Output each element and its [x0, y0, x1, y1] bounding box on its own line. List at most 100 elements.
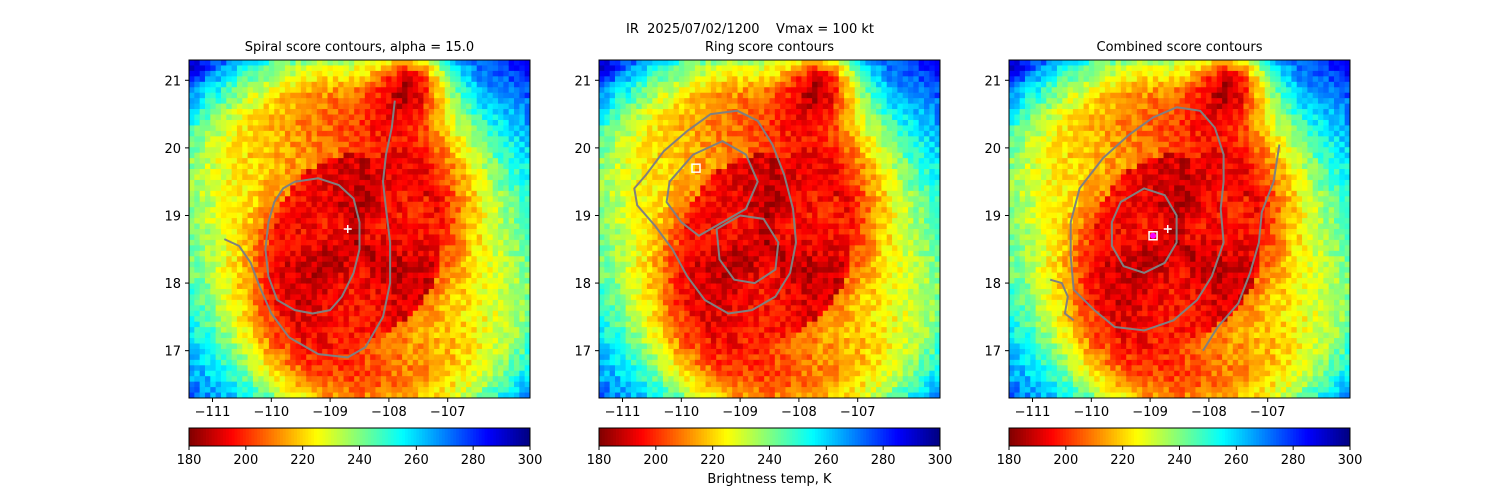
heatmap-cell [610, 371, 616, 377]
heatmap-cell [439, 120, 445, 126]
heatmap-cell [232, 234, 238, 240]
heatmap-cell [477, 376, 483, 382]
heatmap-cell [280, 360, 286, 366]
heatmap-cell [360, 115, 366, 121]
heatmap-cell [668, 153, 674, 159]
heatmap-cell [210, 142, 216, 148]
heatmap-cell [232, 82, 238, 88]
heatmap-cell [610, 104, 616, 110]
heatmap-cell [498, 196, 504, 202]
heatmap-cell [503, 278, 509, 284]
heatmap-cell [620, 82, 626, 88]
heatmap-cell [312, 376, 318, 382]
heatmap-cell [344, 365, 350, 371]
heatmap-cell [402, 93, 408, 99]
heatmap-cell [615, 142, 621, 148]
heatmap-cell [375, 333, 381, 339]
heatmap-cell [338, 311, 344, 317]
heatmap-cell [455, 354, 461, 360]
heatmap-cell [466, 202, 472, 208]
heatmap-cell [652, 376, 658, 382]
heatmap-cell [375, 240, 381, 246]
heatmap-cell [450, 251, 456, 257]
heatmap-cell [407, 256, 413, 262]
heatmap-cell [642, 76, 648, 82]
heatmap-cell [312, 354, 318, 360]
heatmap-cell [445, 131, 451, 137]
heatmap-cell [402, 98, 408, 104]
heatmap-cell [290, 60, 296, 66]
heatmap-cell [210, 338, 216, 344]
heatmap-cell [205, 300, 211, 306]
colorbar-swatch [485, 428, 488, 446]
heatmap-cell [663, 284, 669, 290]
heatmap-cell [487, 360, 493, 366]
heatmap-cell [455, 180, 461, 186]
heatmap-cell [455, 316, 461, 322]
heatmap-cell [189, 207, 195, 213]
heatmap-cell [328, 82, 334, 88]
heatmap-cell [631, 376, 637, 382]
heatmap-cell [482, 180, 488, 186]
heatmap-cell [610, 387, 616, 393]
heatmap-cell [503, 371, 509, 377]
heatmap-cell [301, 60, 307, 66]
heatmap-cell [205, 360, 211, 366]
heatmap-cell [280, 289, 286, 295]
heatmap-cell [450, 180, 456, 186]
heatmap-cell [317, 147, 323, 153]
heatmap-cell [509, 311, 515, 317]
heatmap-cell [344, 327, 350, 333]
heatmap-cell [626, 224, 632, 230]
heatmap-cell [482, 224, 488, 230]
heatmap-cell [445, 104, 451, 110]
heatmap-cell [333, 349, 339, 355]
heatmap-cell [445, 251, 451, 257]
heatmap-cell [418, 191, 424, 197]
heatmap-cell [429, 207, 435, 213]
heatmap-cell [514, 213, 520, 219]
heatmap-cell [663, 224, 669, 230]
heatmap-cell [631, 240, 637, 246]
heatmap-cell [471, 98, 477, 104]
heatmap-cell [349, 125, 355, 131]
heatmap-cell [189, 202, 195, 208]
heatmap-cell [477, 147, 483, 153]
heatmap-cell [205, 305, 211, 311]
heatmap-cell [194, 240, 200, 246]
heatmap-cell [205, 191, 211, 197]
heatmap-cell [413, 311, 419, 317]
heatmap-cell [280, 87, 286, 93]
heatmap-cell [344, 234, 350, 240]
heatmap-cell [418, 218, 424, 224]
heatmap-cell [413, 245, 419, 251]
heatmap-cell [232, 333, 238, 339]
heatmap-cell [338, 278, 344, 284]
heatmap-cell [455, 289, 461, 295]
heatmap-cell [439, 360, 445, 366]
heatmap-cell [461, 316, 467, 322]
heatmap-cell [439, 251, 445, 257]
heatmap-cell [280, 229, 286, 235]
heatmap-cell [514, 142, 520, 148]
heatmap-cell [482, 164, 488, 170]
heatmap-cell [604, 82, 610, 88]
heatmap-cell [514, 322, 520, 328]
heatmap-cell [328, 185, 334, 191]
heatmap-cell [344, 218, 350, 224]
heatmap-cell [498, 109, 504, 115]
heatmap-cell [450, 202, 456, 208]
heatmap-cell [194, 131, 200, 137]
heatmap-cell [439, 289, 445, 295]
heatmap-cell [264, 213, 270, 219]
heatmap-cell [349, 240, 355, 246]
heatmap-cell [349, 158, 355, 164]
heatmap-cell [296, 354, 302, 360]
heatmap-cell [439, 115, 445, 121]
heatmap-cell [264, 316, 270, 322]
heatmap-cell [328, 284, 334, 290]
heatmap-cell [514, 87, 520, 93]
heatmap-cell [338, 267, 344, 273]
heatmap-cell [663, 98, 669, 104]
